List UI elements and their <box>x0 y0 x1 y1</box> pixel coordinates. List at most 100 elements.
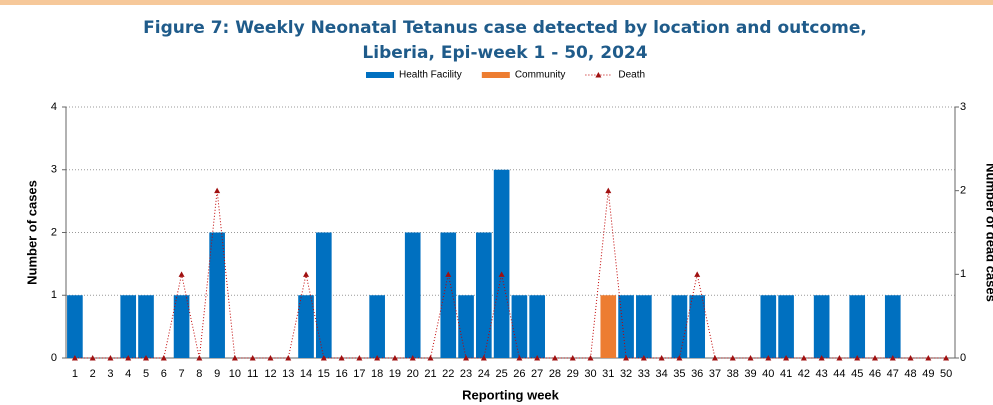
y-tick-label: 4 <box>51 101 57 113</box>
x-tick-label: 19 <box>389 368 401 380</box>
x-tick-label: 1 <box>72 368 78 380</box>
bar <box>760 295 777 358</box>
x-tick-label: 16 <box>335 368 347 380</box>
y-tick-label: 2 <box>51 226 57 238</box>
x-tick-label: 17 <box>353 368 365 380</box>
death-marker <box>889 355 896 361</box>
x-tick-label: 21 <box>424 368 436 380</box>
death-marker <box>196 355 203 361</box>
death-marker <box>871 355 878 361</box>
x-tick-label: 37 <box>709 368 721 380</box>
bar <box>67 295 83 358</box>
death-marker <box>765 355 772 361</box>
bar <box>884 295 901 358</box>
x-tick-label: 33 <box>638 368 650 380</box>
bar <box>173 295 190 358</box>
bar <box>404 232 421 358</box>
x-tick-label: 41 <box>780 368 792 380</box>
death-marker <box>516 355 523 361</box>
death-marker <box>231 355 238 361</box>
x-tick-label: 43 <box>816 368 828 380</box>
x-tick-label: 10 <box>229 368 241 380</box>
death-marker <box>729 355 736 361</box>
bar <box>298 295 314 358</box>
x-tick-label: 6 <box>161 368 167 380</box>
x-axis-title: Reporting week <box>462 387 560 402</box>
death-marker <box>160 355 167 361</box>
death-marker <box>836 355 843 361</box>
legend-swatch <box>595 72 602 78</box>
x-tick-label: 31 <box>602 368 614 380</box>
death-marker <box>854 355 861 361</box>
x-tick-label: 24 <box>478 368 490 380</box>
legend-swatch <box>481 72 510 78</box>
x-tick-label: 44 <box>833 368 845 380</box>
y2-axis-title: Number of dead cases <box>984 163 993 302</box>
x-tick-label: 38 <box>727 368 739 380</box>
x-tick-label: 13 <box>282 368 294 380</box>
x-tick-label: 9 <box>214 368 220 380</box>
y-tick-label: 1 <box>51 289 57 301</box>
x-tick-label: 23 <box>460 368 472 380</box>
y2-tick-label: 1 <box>960 268 966 280</box>
bar <box>813 295 830 358</box>
y-tick-label: 3 <box>51 164 57 176</box>
x-tick-label: 15 <box>318 368 330 380</box>
death-marker <box>374 355 381 361</box>
x-tick-label: 39 <box>744 368 756 380</box>
x-tick-label: 34 <box>656 368 668 380</box>
x-tick-label: 22 <box>442 368 454 380</box>
top-border <box>0 0 993 5</box>
x-tick-label: 35 <box>673 368 685 380</box>
death-marker <box>676 355 683 361</box>
death-marker <box>445 271 452 277</box>
x-tick-label: 29 <box>567 368 579 380</box>
death-marker <box>143 355 150 361</box>
x-tick-label: 50 <box>940 368 952 380</box>
x-tick-label: 2 <box>90 368 96 380</box>
death-marker <box>694 271 701 277</box>
bar <box>671 295 688 358</box>
death-marker <box>463 355 470 361</box>
death-marker <box>534 355 541 361</box>
death-marker <box>480 355 487 361</box>
x-tick-label: 7 <box>179 368 185 380</box>
bar <box>476 232 492 358</box>
x-tick-label: 25 <box>495 368 507 380</box>
death-marker <box>285 355 292 361</box>
death-marker <box>249 355 256 361</box>
legend-label: Death <box>618 70 645 81</box>
death-marker <box>658 355 665 361</box>
x-tick-label: 28 <box>549 368 561 380</box>
death-marker <box>605 187 612 194</box>
bar <box>529 295 545 358</box>
x-tick-label: 42 <box>798 368 810 380</box>
death-marker <box>267 355 274 361</box>
death-line <box>74 190 947 359</box>
x-tick-label: 11 <box>247 368 258 380</box>
death-marker <box>587 355 594 361</box>
death-marker <box>569 355 576 361</box>
death-marker <box>125 355 132 361</box>
bar <box>849 295 866 358</box>
x-tick-label: 49 <box>922 368 934 380</box>
death-marker <box>640 355 647 361</box>
x-tick-label: 4 <box>125 368 131 380</box>
death-marker <box>303 271 310 277</box>
x-tick-label: 46 <box>869 368 881 380</box>
x-tick-label: 30 <box>584 368 596 380</box>
death-marker <box>71 355 78 361</box>
death-marker <box>356 355 363 361</box>
bar <box>618 295 634 358</box>
death-marker <box>427 355 434 361</box>
bar <box>315 232 332 358</box>
x-tick-label: 32 <box>620 368 632 380</box>
bar <box>440 232 457 358</box>
x-tick-label: 12 <box>264 368 276 380</box>
x-tick-label: 14 <box>300 368 312 380</box>
legend-label: Health Facility <box>399 70 462 81</box>
x-tick-label: 48 <box>904 368 916 380</box>
y2-tick-label: 2 <box>960 185 966 197</box>
x-tick-label: 47 <box>887 368 899 380</box>
